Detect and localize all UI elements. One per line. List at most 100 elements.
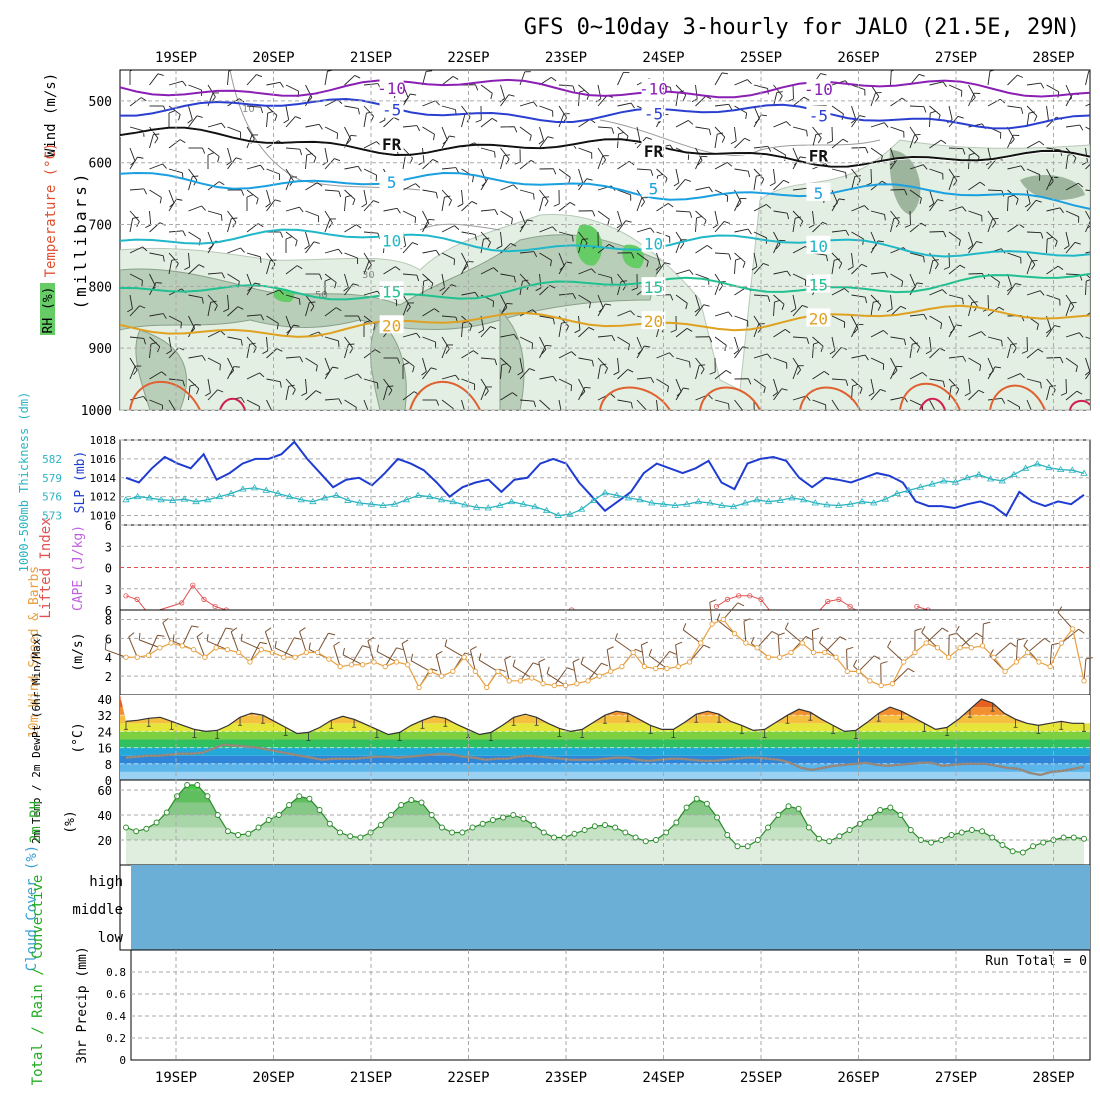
thickness-point — [998, 477, 1006, 484]
temperature-contour — [120, 304, 1090, 338]
lifted-index-point — [190, 582, 196, 588]
wind-barb — [1026, 231, 1042, 234]
wind-barb-flag — [579, 89, 586, 93]
wind-barb — [870, 330, 884, 338]
wind-barb-flag — [767, 295, 771, 302]
rh2m-point — [428, 812, 435, 818]
wind-barb-flag — [162, 313, 167, 319]
thickness-point — [192, 497, 200, 505]
rh-tick: 20 — [98, 834, 112, 848]
wind-barb — [344, 336, 354, 349]
wind-barb — [929, 168, 943, 174]
wind-barb — [636, 197, 643, 212]
wind-barb — [792, 187, 807, 191]
wind10m-barb — [572, 661, 578, 684]
wind-barb — [773, 388, 783, 401]
rh2m-point — [388, 812, 394, 818]
wind-barb — [870, 92, 876, 107]
wind-barb-flag — [217, 389, 224, 393]
wind10m-point — [867, 678, 873, 684]
thickness-point — [566, 510, 574, 517]
wind10m-barb-flag — [976, 632, 983, 638]
wind-barb-flag — [886, 308, 893, 313]
wind-barb-flag — [733, 350, 739, 355]
wind-barb-flag — [919, 197, 922, 204]
wind10m-barb-flag — [873, 655, 881, 660]
wind-barb — [1007, 336, 1017, 349]
wind10m-barb — [350, 645, 363, 666]
wind-barb — [129, 126, 144, 132]
wind-barb — [305, 210, 319, 217]
wind-barb-flag — [747, 228, 752, 235]
wind10m-barb — [128, 636, 138, 658]
wind-barb — [987, 306, 1000, 317]
wind-barb — [519, 160, 532, 170]
date-label-bottom: 26SEP — [837, 1070, 879, 1086]
wind-barb — [305, 378, 308, 393]
thickness-point — [262, 486, 270, 493]
wind10m-barb-flag — [818, 636, 823, 644]
wind-barb — [773, 92, 778, 107]
wind-barb — [675, 210, 690, 213]
wind-barb — [168, 399, 176, 410]
wind-barb-flag — [142, 246, 148, 252]
wind10m-point — [517, 678, 524, 684]
thickness-point — [157, 496, 165, 503]
wind10m-barb-flag — [1078, 628, 1085, 634]
date-label-top: 20SEP — [252, 50, 294, 66]
wind10m-barb — [1027, 637, 1045, 653]
wind-barb — [149, 336, 161, 347]
lifted-index-point — [914, 603, 920, 610]
wind-barb-flag — [751, 266, 758, 271]
wind-barb-flag — [550, 77, 557, 82]
wind-barb-flag — [1070, 306, 1075, 312]
wind10m-point — [427, 668, 433, 675]
wind-barb — [597, 210, 610, 220]
wind-barb-flag — [228, 70, 234, 72]
wind-barb-flag — [159, 197, 162, 204]
wind10m-point — [901, 659, 907, 665]
wind-barb — [1065, 93, 1074, 107]
wind-barb — [1007, 165, 1022, 170]
wind-barb-flag — [815, 133, 822, 135]
wind10m-barb-flag — [1044, 637, 1051, 643]
wind-barb — [305, 93, 313, 107]
wind10m-barb-flag — [299, 627, 306, 632]
wind-barb — [441, 273, 446, 288]
wind-barb-flag — [1040, 82, 1045, 89]
wind-barb — [792, 357, 802, 370]
wind-barb — [578, 294, 591, 303]
wind10m-point — [145, 652, 152, 658]
thickness-tick: 573 — [42, 510, 62, 523]
wind-barb — [500, 231, 503, 246]
wind-barb — [1007, 373, 1021, 380]
wind-barb — [383, 386, 388, 401]
rh2m-point — [653, 837, 659, 843]
wind-barb-flag — [803, 96, 810, 101]
wind-barb-flag — [352, 283, 359, 286]
thickness-point — [636, 496, 644, 503]
wind-barb-flag — [139, 305, 146, 309]
wind-barb-flag — [600, 363, 607, 366]
pressure-tick: 700 — [89, 219, 112, 234]
wind10m-barb — [655, 651, 670, 669]
wind10m-barb — [196, 636, 206, 658]
wind-barb — [207, 357, 221, 365]
wind10m-point — [529, 675, 535, 681]
wind-barb-flag — [274, 115, 278, 122]
wind-barb — [1026, 105, 1038, 117]
wind-barb-flag — [823, 371, 830, 376]
rh2m-point — [133, 828, 140, 835]
thickness-tick: 582 — [42, 453, 62, 466]
rh2m-point — [275, 812, 282, 818]
wind10m-barb — [955, 631, 972, 649]
date-label-bottom: 25SEP — [740, 1070, 782, 1086]
wind-barb-flag — [769, 182, 776, 187]
wind-barb — [909, 336, 921, 348]
wind-barb-flag — [433, 134, 435, 141]
wind-barb-flag — [512, 392, 518, 397]
rh2m-point — [928, 839, 935, 846]
wind-barb-flag — [657, 173, 664, 177]
wind10m-barb — [846, 649, 848, 672]
wind-barb — [129, 97, 142, 107]
